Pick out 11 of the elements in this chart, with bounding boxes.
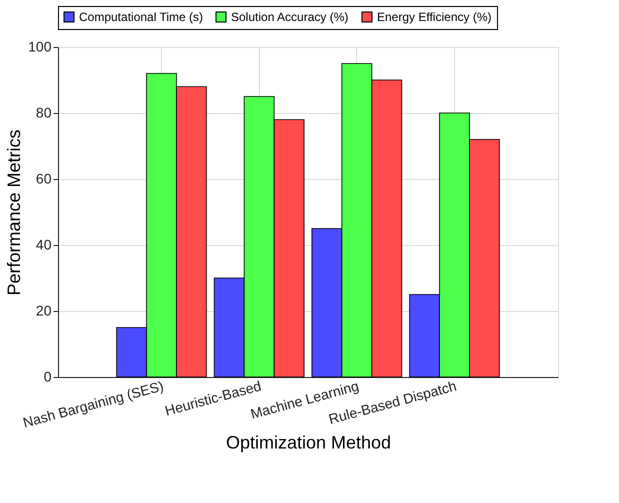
y-tick-label: 0 [44, 368, 52, 384]
y-tick-label: 100 [28, 38, 52, 54]
legend-label: Energy Efficiency (%) [377, 10, 492, 24]
y-tick-label: 60 [36, 170, 52, 186]
y-axis-title: Performance Metrics [4, 129, 24, 296]
legend-label: Computational Time (s) [79, 10, 204, 24]
y-tick-label: 20 [36, 302, 52, 318]
x-axis-title: Optimization Method [226, 432, 392, 452]
y-tick-label: 80 [36, 104, 52, 120]
y-tick-label: 40 [36, 236, 52, 252]
legend-label: Solution Accuracy (%) [231, 10, 348, 24]
